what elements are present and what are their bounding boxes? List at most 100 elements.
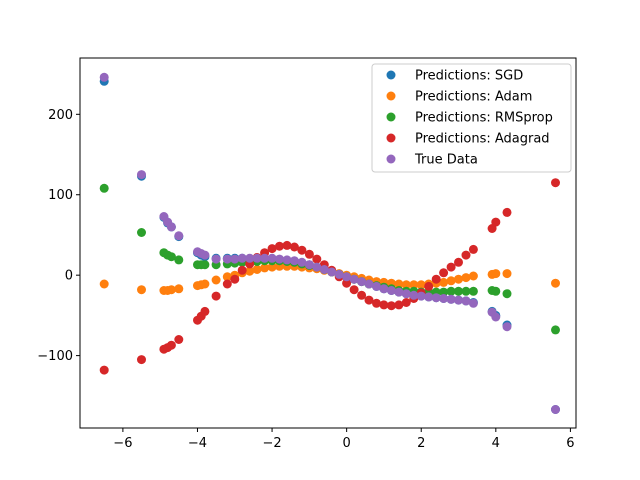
data-point	[461, 273, 471, 283]
legend-marker	[386, 112, 396, 122]
data-point	[174, 284, 184, 294]
data-point	[364, 295, 374, 305]
data-point	[237, 265, 247, 275]
y-tick-label: 200	[48, 108, 73, 123]
data-point	[237, 253, 247, 263]
data-point	[334, 269, 344, 279]
data-point	[99, 72, 109, 82]
data-point	[357, 277, 367, 287]
data-point	[416, 280, 426, 290]
y-tick-label: 0	[65, 269, 73, 284]
data-point	[468, 286, 478, 296]
data-point	[137, 285, 146, 295]
data-point	[454, 286, 463, 296]
data-point	[416, 291, 426, 301]
points-layer	[99, 72, 560, 414]
data-point	[502, 207, 512, 217]
data-point	[312, 262, 322, 272]
data-point	[245, 266, 255, 276]
data-point	[137, 170, 146, 180]
data-point	[200, 306, 210, 316]
data-point	[275, 254, 284, 264]
data-point	[222, 254, 232, 264]
plot-frame	[79, 57, 577, 429]
data-point	[342, 278, 352, 288]
data-point	[230, 274, 240, 284]
x-tick-label: −6	[113, 436, 132, 451]
data-point	[372, 281, 381, 291]
data-point	[454, 274, 463, 284]
data-point	[439, 277, 449, 287]
data-point	[502, 322, 512, 332]
y-tick-label: −100	[37, 349, 73, 364]
data-point	[166, 340, 176, 350]
data-point	[424, 292, 434, 302]
data-point	[394, 287, 404, 297]
data-point	[454, 295, 463, 305]
data-point	[99, 365, 109, 375]
x-axis: −6 −4 −2 0 2 4 6	[113, 428, 575, 451]
data-point	[327, 267, 337, 277]
data-point	[349, 285, 359, 295]
data-point	[454, 257, 463, 267]
data-point	[401, 298, 411, 307]
data-point	[551, 325, 560, 335]
data-point	[222, 279, 232, 289]
data-point	[491, 286, 501, 296]
legend-label: Predictions: Adagrad	[415, 132, 550, 147]
data-point	[230, 254, 240, 264]
data-point	[137, 228, 146, 237]
data-point	[200, 250, 210, 260]
data-point	[468, 244, 478, 254]
data-point	[260, 263, 270, 273]
legend: Predictions: SGD Predictions: Adam Predict…	[371, 63, 572, 173]
x-tick-label: 2	[417, 436, 425, 451]
y-axis: −100 0 100 200	[37, 108, 80, 364]
y-tick-label: 100	[48, 188, 73, 203]
data-point	[446, 294, 456, 304]
data-point	[386, 286, 396, 295]
data-point	[275, 241, 284, 251]
data-point	[211, 291, 221, 301]
data-point	[200, 279, 210, 289]
data-point	[319, 265, 329, 274]
legend-label: Predictions: Adam	[415, 90, 532, 105]
x-tick-label: 4	[492, 436, 500, 451]
data-point	[551, 178, 560, 188]
data-point	[439, 287, 449, 297]
data-point	[304, 260, 314, 270]
data-point	[401, 289, 411, 299]
data-point	[166, 222, 176, 232]
legend-marker	[386, 70, 396, 80]
data-point	[297, 257, 307, 267]
data-point	[297, 245, 307, 255]
data-point	[174, 335, 184, 344]
data-point	[379, 284, 389, 294]
data-point	[252, 265, 262, 274]
data-point	[166, 252, 176, 262]
data-point	[491, 217, 501, 227]
data-point	[551, 405, 560, 414]
data-point	[409, 290, 419, 300]
data-point	[166, 285, 176, 295]
x-tick-label: −4	[188, 436, 207, 451]
data-point	[312, 254, 322, 264]
legend-label: Predictions: SGD	[415, 69, 523, 84]
data-point	[222, 272, 232, 282]
data-point	[468, 298, 478, 308]
data-point	[439, 268, 449, 278]
data-point	[282, 240, 292, 250]
data-point	[461, 286, 471, 296]
data-point	[137, 355, 146, 365]
data-point	[304, 249, 314, 259]
data-point	[468, 271, 478, 281]
data-point	[245, 253, 255, 263]
series-4	[99, 72, 560, 414]
data-point	[99, 279, 109, 289]
data-point	[394, 279, 404, 289]
data-point	[289, 256, 299, 266]
data-point	[394, 300, 404, 310]
data-point	[260, 253, 270, 263]
data-point	[401, 280, 411, 290]
